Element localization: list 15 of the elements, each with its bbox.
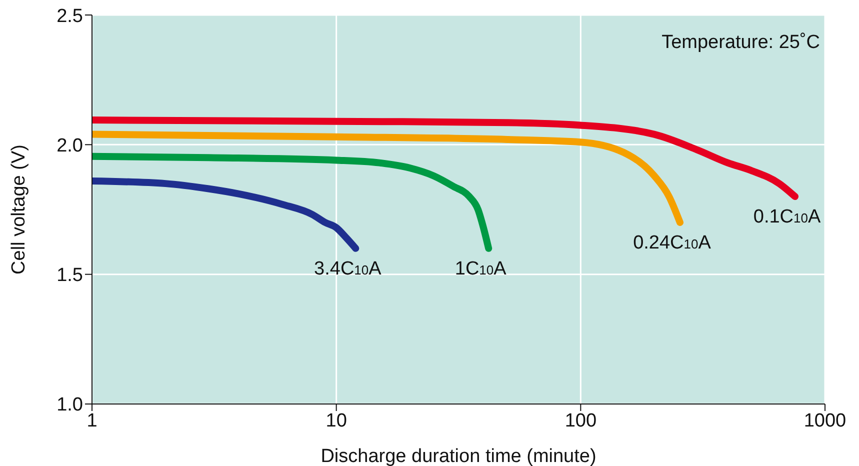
annotation: 0.24C10A [633, 232, 712, 254]
x-tick-label: 100 [564, 410, 597, 432]
x-tick-label: 1 [86, 410, 98, 432]
annotation: 3.4C10A [314, 258, 382, 280]
y-tick-label: 1.0 [56, 394, 83, 416]
annotation: Temperature: 25˚C [662, 32, 820, 53]
annotation: 1C10A [454, 258, 507, 280]
x-axis-title: Discharge duration time (minute) [320, 446, 596, 466]
annotation: 0.1C10A [753, 206, 821, 228]
y-tick-label: 2.0 [56, 135, 83, 156]
y-tick-label: 2.5 [56, 6, 83, 27]
x-tick-label: 1000 [804, 410, 846, 432]
y-tick-label: 1.5 [56, 265, 83, 286]
y-axis-title: Cell voltage (V) [8, 144, 30, 274]
x-tick-label: 10 [326, 410, 347, 432]
